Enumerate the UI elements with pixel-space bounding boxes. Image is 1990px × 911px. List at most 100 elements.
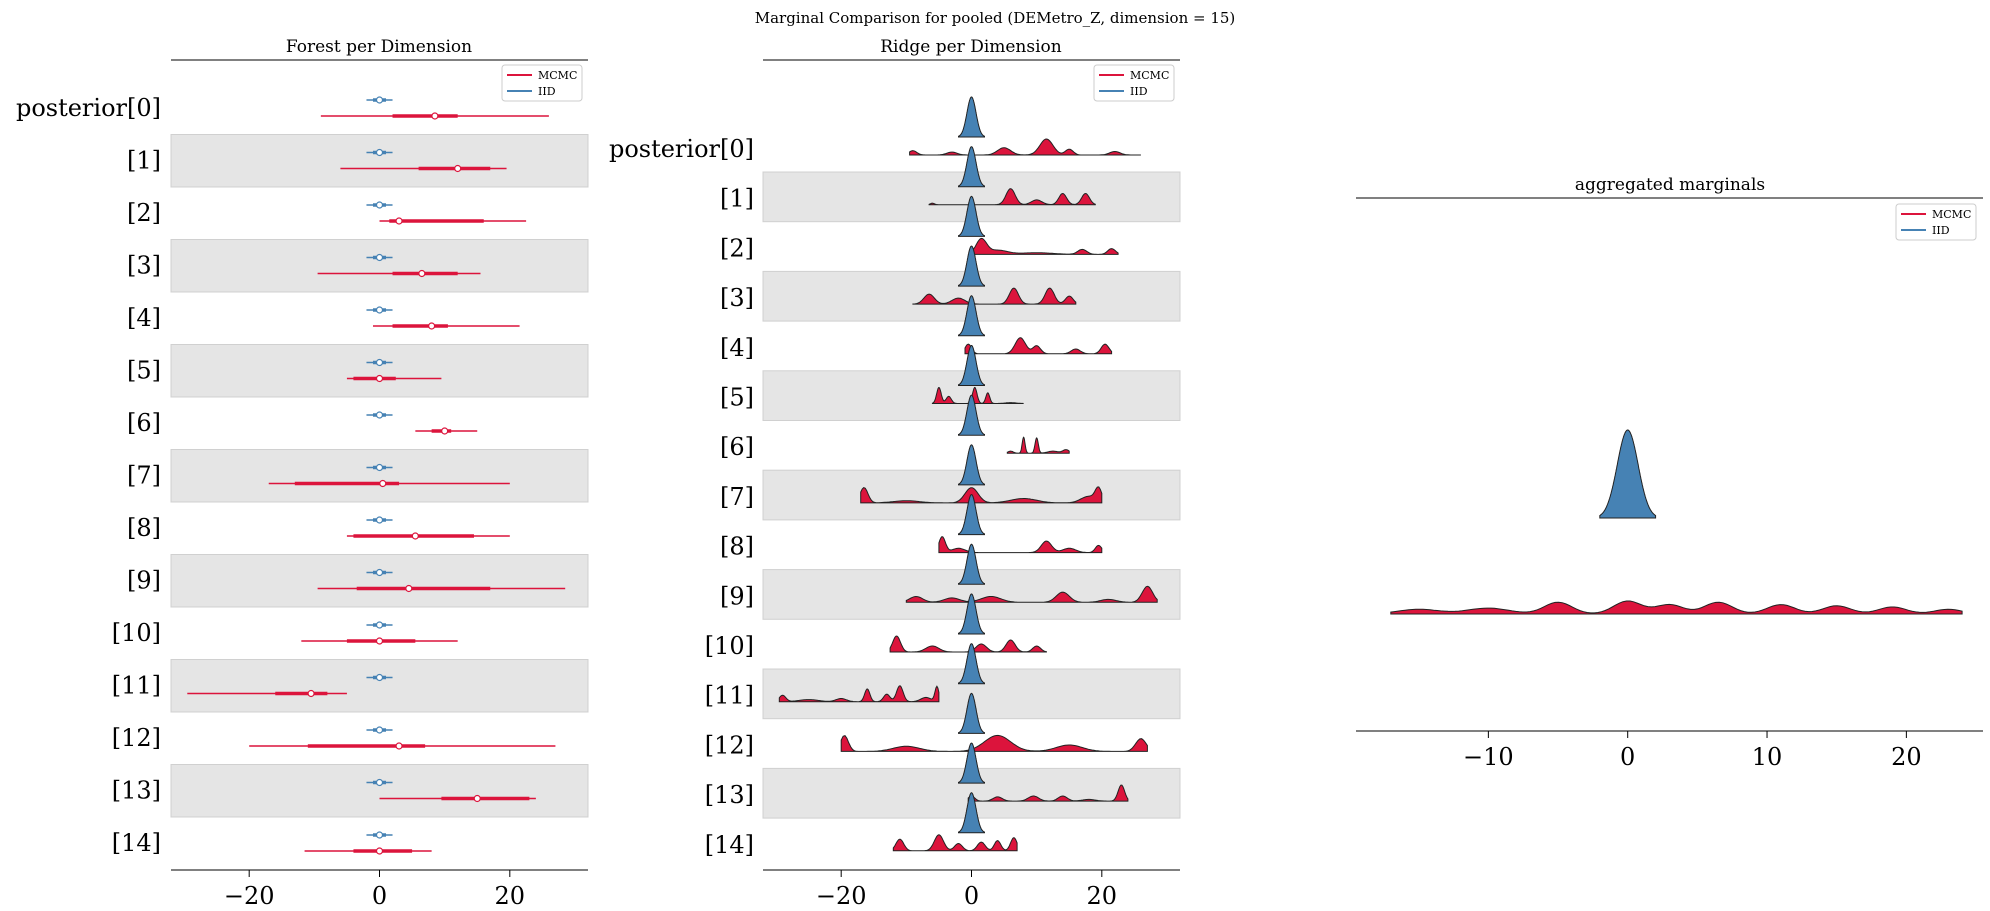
forest-iid-median — [375, 778, 384, 787]
forest-row-band — [170, 344, 589, 398]
ridge-row-label: posterior[0] — [609, 135, 754, 163]
forest-row-band — [170, 659, 589, 713]
ridge-mcmc-density — [931, 386, 1024, 404]
ridge-row-label: [12] — [705, 731, 754, 759]
forest-mcmc-median — [375, 637, 384, 645]
aggregated-xtick-label: 20 — [1891, 743, 1922, 771]
forest-row-label: posterior[0] — [16, 94, 161, 122]
forest-row-label: [3] — [127, 252, 161, 280]
ridge-mcmc-density — [840, 734, 1148, 752]
forest-row-band — [170, 239, 589, 293]
ridge-row-label: [9] — [720, 582, 754, 610]
figure-title: Marginal Comparison for pooled (DEMetro_… — [755, 9, 1236, 27]
forest-iid-median — [375, 253, 384, 262]
forest-x-axis: −20 0 20 — [224, 870, 525, 910]
forest-mcmc-median — [375, 847, 384, 855]
aggregated-mcmc-density — [1390, 600, 1963, 615]
forest-mcmc-median — [454, 164, 462, 173]
aggregated-title: aggregated marginals — [1575, 175, 1765, 195]
forest-iid-median — [375, 831, 384, 839]
ridge-legend-mcmc-label: MCMC — [1130, 69, 1169, 82]
ridge-iid-density — [958, 195, 985, 237]
ridge-marks — [778, 96, 1158, 852]
forest-row-label: [6] — [127, 409, 161, 437]
forest-row-band — [170, 764, 589, 818]
forest-row-label: [9] — [127, 567, 161, 595]
ridge-row-label: [6] — [720, 433, 754, 461]
ridge-mcmc-density — [1006, 436, 1070, 454]
forest-row-label: [11] — [112, 672, 161, 700]
forest-iid-median — [375, 96, 384, 104]
forest-xtick-label: 0 — [372, 882, 387, 910]
ridge-row-label: [11] — [705, 682, 754, 710]
forest-row-label: [8] — [127, 514, 161, 542]
ridge-iid-density — [958, 444, 985, 486]
ridge-mcmc-density — [860, 486, 1103, 504]
ridge-mcmc-density — [905, 585, 1158, 603]
ridge-iid-density — [958, 295, 985, 337]
forest-mcmc-median — [411, 532, 419, 540]
forest-iid-median — [375, 726, 384, 734]
forest-row-label: [1] — [127, 147, 161, 175]
ridge-row-label: [5] — [720, 384, 754, 412]
ridge-row-label: [3] — [720, 284, 754, 312]
forest-iid-median — [375, 148, 384, 157]
forest-legend-mcmc-label: MCMC — [538, 69, 577, 82]
ridge-row-label: [14] — [705, 831, 754, 859]
aggregated-xtick-label: 0 — [1620, 743, 1635, 771]
aggregated-legend-iid-label: IID — [1932, 224, 1950, 237]
forest-row-label: [2] — [127, 199, 161, 227]
forest-row-label: [12] — [112, 724, 161, 752]
ridge-mcmc-density — [778, 685, 940, 703]
ridge-row-label: [10] — [705, 632, 754, 660]
forest-xtick-label: −20 — [224, 882, 275, 910]
ridge-iid-density — [958, 146, 985, 188]
forest-mcmc-median — [431, 112, 439, 120]
aggregated-panel: aggregated marginals −10 0 10 20 MCMC IID — [1356, 175, 1983, 771]
forest-row-band — [170, 554, 589, 608]
forest-row-label: [13] — [112, 777, 161, 805]
forest-mcmc-median — [418, 269, 426, 278]
forest-iid-median — [375, 306, 384, 314]
forest-xtick-label: 20 — [495, 882, 526, 910]
ridge-mcmc-density — [971, 237, 1119, 255]
forest-mcmc-median — [405, 584, 413, 593]
ridge-iid-density — [958, 742, 985, 784]
ridge-xtick-label: −20 — [816, 882, 867, 910]
ridge-mcmc-density — [892, 834, 1018, 852]
forest-mcmc-median — [473, 794, 481, 803]
forest-marks — [187, 96, 566, 855]
aggregated-legend: MCMC IID — [1895, 203, 1977, 241]
forest-row-labels: posterior[0] [1] [2] [3] [4] [5] [6] [7] [8] [9] [… — [16, 94, 161, 857]
ridge-row-labels: posterior[0] [1] [2] [3] [4] [5] [6] [7] [8] [9] [… — [609, 135, 754, 859]
forest-row-band — [170, 449, 589, 503]
ridge-legend-iid-label: IID — [1130, 85, 1148, 98]
forest-row-label: [5] — [127, 357, 161, 385]
ridge-xtick-label: 0 — [964, 882, 979, 910]
ridge-iid-density — [958, 792, 985, 834]
forest-row-label: [7] — [127, 462, 161, 490]
forest-legend: MCMC IID — [501, 64, 583, 102]
forest-mcmc-median — [375, 374, 384, 383]
aggregated-xtick-label: −10 — [1463, 743, 1514, 771]
ridge-row-label: [1] — [720, 185, 754, 213]
forest-mcmc-median — [395, 217, 403, 225]
ridge-row-label: [8] — [720, 533, 754, 561]
ridge-iid-density — [958, 345, 985, 386]
forest-legend-iid-label: IID — [538, 85, 556, 98]
ridge-mcmc-density — [889, 635, 1047, 653]
forest-iid-median — [375, 621, 384, 629]
ridge-x-axis: −20 0 20 — [816, 870, 1117, 910]
ridge-iid-density — [958, 494, 985, 536]
ridge-row-label: [13] — [705, 781, 754, 809]
ridge-iid-density — [958, 96, 985, 138]
ridge-iid-density — [958, 543, 985, 585]
ridge-mcmc-density — [909, 138, 1141, 156]
forest-iid-median — [375, 358, 384, 367]
forest-iid-median — [375, 568, 384, 577]
forest-row-band — [170, 134, 589, 188]
ridge-legend: MCMC IID — [1093, 64, 1175, 102]
ridge-mcmc-density — [964, 337, 1113, 355]
forest-mcmc-median — [441, 427, 449, 435]
